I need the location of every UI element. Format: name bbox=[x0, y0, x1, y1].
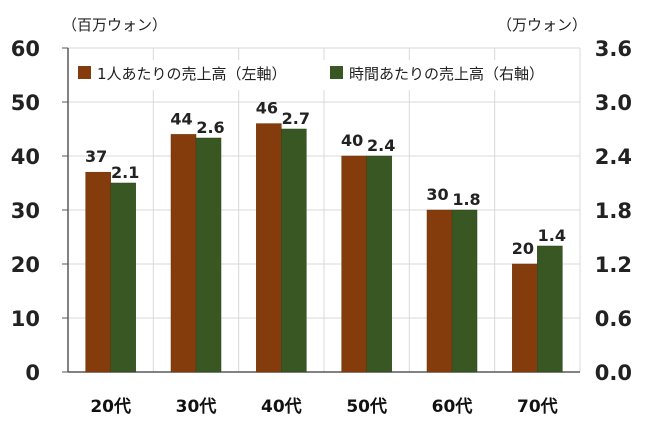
bar-per-person bbox=[341, 155, 367, 373]
ytick-left-label: 10 bbox=[11, 307, 40, 331]
bar-hourly bbox=[281, 128, 307, 373]
ytick-right-label: 0.0 bbox=[595, 361, 632, 385]
data-label: 20 bbox=[512, 239, 534, 258]
legend-swatch bbox=[78, 66, 91, 79]
bar-per-person bbox=[170, 134, 197, 373]
xtick-label: 60代 bbox=[432, 396, 473, 417]
bar-hourly bbox=[451, 209, 478, 373]
xtick-label: 40代 bbox=[261, 396, 302, 417]
xtick-label: 20代 bbox=[90, 396, 131, 417]
bar-per-person bbox=[512, 263, 538, 373]
data-label: 40 bbox=[341, 131, 363, 150]
data-label: 2.1 bbox=[111, 163, 139, 182]
ytick-right-label: 3.6 bbox=[595, 37, 632, 61]
data-label: 2.7 bbox=[282, 109, 310, 128]
ytick-left-label: 30 bbox=[11, 199, 40, 223]
data-label: 2.6 bbox=[196, 118, 224, 137]
data-label: 37 bbox=[85, 147, 107, 166]
ytick-left-label: 0 bbox=[25, 361, 40, 385]
bar-per-person bbox=[85, 171, 111, 373]
bar-hourly bbox=[110, 182, 136, 373]
bar-hourly bbox=[366, 155, 392, 373]
legend-label: 時間あたりの売上高（右軸） bbox=[349, 65, 544, 83]
xtick-label: 50代 bbox=[346, 396, 387, 417]
ytick-right-label: 0.6 bbox=[595, 307, 632, 331]
ylabel-right: （万ウォン） bbox=[497, 16, 587, 34]
ytick-right-label: 3.0 bbox=[595, 91, 632, 115]
bar-per-person bbox=[426, 209, 453, 373]
bar-per-person bbox=[256, 123, 282, 373]
legend-box bbox=[72, 60, 562, 90]
ytick-right-label: 1.2 bbox=[595, 253, 632, 277]
bar-hourly bbox=[195, 137, 222, 373]
ytick-left-label: 20 bbox=[11, 253, 40, 277]
xtick-label: 30代 bbox=[176, 396, 217, 417]
data-label: 2.4 bbox=[367, 136, 395, 155]
data-label: 46 bbox=[256, 99, 278, 118]
ytick-left-label: 60 bbox=[11, 37, 40, 61]
xtick-label: 70代 bbox=[517, 396, 558, 417]
data-label: 44 bbox=[170, 109, 192, 128]
data-label: 1.4 bbox=[538, 226, 566, 245]
legend-label: 1人あたりの売上高（左軸） bbox=[97, 65, 287, 83]
ytick-right-label: 1.8 bbox=[595, 199, 632, 223]
bar-hourly bbox=[537, 245, 563, 373]
data-label: 30 bbox=[426, 185, 448, 204]
ytick-left-label: 40 bbox=[11, 145, 40, 169]
ytick-right-label: 2.4 bbox=[595, 145, 632, 169]
data-label: 1.8 bbox=[452, 190, 480, 209]
legend-swatch bbox=[330, 66, 343, 79]
ylabel-left: （百万ウォン） bbox=[62, 16, 167, 34]
ytick-left-label: 50 bbox=[11, 91, 40, 115]
